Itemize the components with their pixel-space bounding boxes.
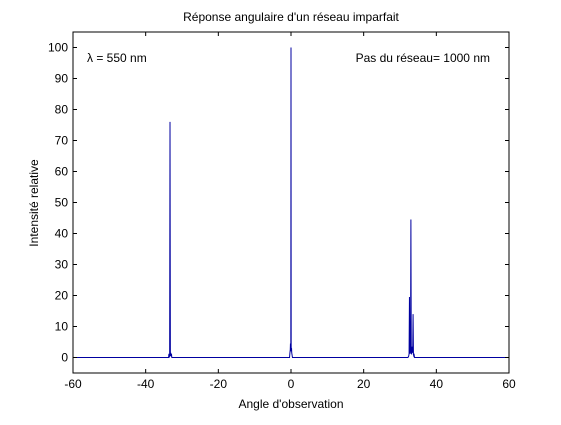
x-tick-label: 60 bbox=[502, 377, 516, 391]
x-tick-label: 0 bbox=[288, 377, 295, 391]
y-tick-label: 80 bbox=[55, 103, 69, 117]
x-tick-label: -40 bbox=[137, 377, 155, 391]
y-tick-label: 60 bbox=[55, 165, 69, 179]
annotation-grating-pitch: Pas du réseau= 1000 nm bbox=[356, 51, 490, 65]
y-tick-label: 30 bbox=[55, 258, 69, 272]
y-tick-label: 100 bbox=[48, 41, 68, 55]
x-tick-label: 40 bbox=[430, 377, 444, 391]
annotation-wavelength: λ = 550 nm bbox=[87, 51, 147, 65]
x-tick-label: 20 bbox=[357, 377, 371, 391]
x-axis-label: Angle d'observation bbox=[238, 397, 343, 411]
chart-title: Réponse angulaire d'un réseau imparfait bbox=[183, 10, 399, 24]
y-tick-label: 20 bbox=[55, 289, 69, 303]
x-tick-label: -60 bbox=[64, 377, 82, 391]
series-line-0 bbox=[73, 47, 509, 358]
y-tick-label: 0 bbox=[61, 351, 68, 365]
y-tick-label: 40 bbox=[55, 227, 69, 241]
tick-layer: -60 -40 -20 0 20 40 60 0 10 20 30 40 50 60 70 80 90 100 bbox=[48, 32, 516, 391]
x-tick-label: -20 bbox=[210, 377, 228, 391]
y-axis-label: Intensité relative bbox=[27, 159, 41, 247]
plot-layer bbox=[73, 47, 509, 358]
y-tick-label: 90 bbox=[55, 72, 69, 86]
y-tick-label: 70 bbox=[55, 134, 69, 148]
y-tick-label: 50 bbox=[55, 196, 69, 210]
y-tick-label: 10 bbox=[55, 320, 69, 334]
